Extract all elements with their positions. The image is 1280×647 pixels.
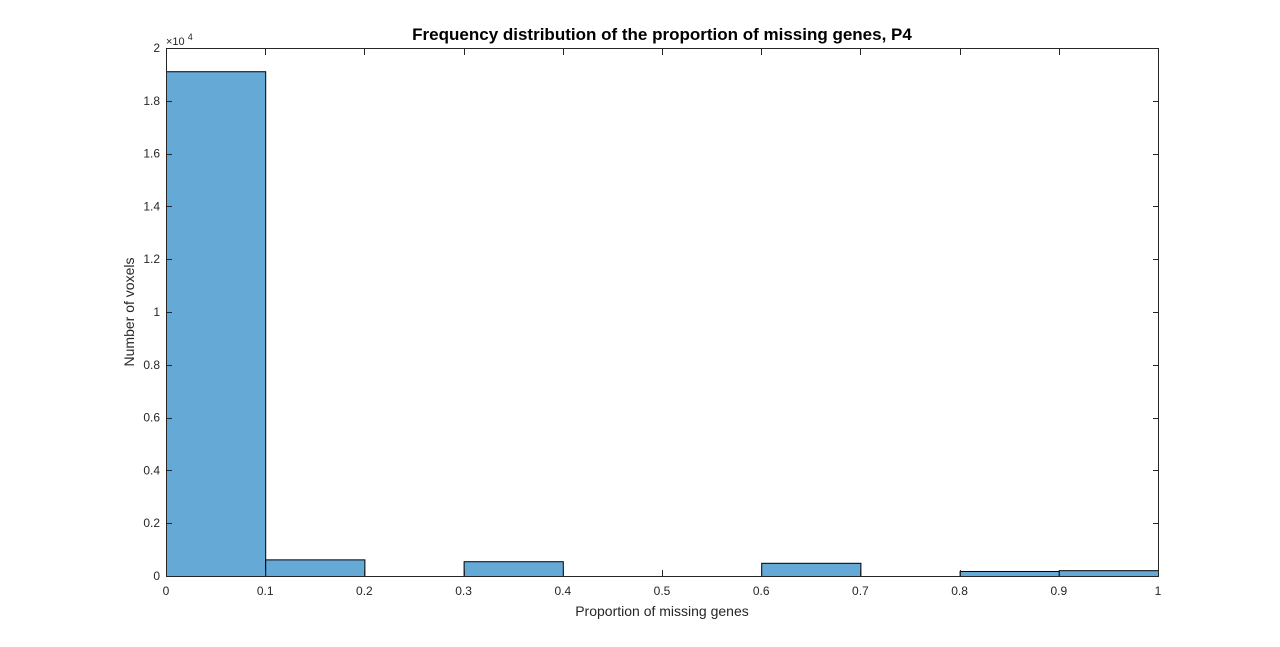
- y-axis-exponent-power: 4: [188, 32, 193, 42]
- x-axis-label: Proportion of missing genes: [575, 603, 749, 619]
- y-axis-exponent-base: ×10: [166, 36, 185, 48]
- bars-group: [166, 71, 1160, 578]
- x-tick-label: 0.9: [1050, 584, 1067, 598]
- histogram-bar: [463, 561, 564, 578]
- y-axis-exponent: ×10 4: [166, 32, 193, 48]
- x-tick-label: 0: [163, 584, 170, 598]
- y-tick-label: 1.6: [143, 147, 160, 161]
- x-tick-label: 1: [1155, 584, 1162, 598]
- y-tick-label: 0: [153, 569, 160, 583]
- x-tick-label: 0.3: [455, 584, 472, 598]
- y-tick-label: 0.4: [143, 463, 160, 477]
- x-tick-label: 0.8: [951, 584, 968, 598]
- y-tick-label: 1.4: [143, 199, 160, 213]
- x-tick-label: 0.6: [753, 584, 770, 598]
- y-tick-label: 1.8: [143, 94, 160, 108]
- histogram-bar: [959, 570, 1060, 578]
- y-tick-label: 0.8: [143, 358, 160, 372]
- y-axis-label: Number of voxels: [121, 258, 137, 367]
- histogram-bar: [1058, 570, 1160, 578]
- y-tick-label: 0.2: [143, 516, 160, 530]
- x-tick-label: 0.4: [554, 584, 571, 598]
- axes-background: [166, 48, 1158, 576]
- y-tick-label: 1.2: [143, 252, 160, 266]
- tick-labels-group: 0 0.1 0.2 0.3 0.4 0.5 0.6 0.7 0.8 0.9 1 0 0.2 0.4 0.6 0…: [143, 41, 1161, 598]
- x-tick-label: 0.7: [852, 584, 869, 598]
- y-tick-label: 2: [153, 41, 160, 55]
- histogram-bar: [166, 71, 267, 578]
- chart-title: Frequency distribution of the proportion…: [412, 25, 912, 44]
- x-tick-label: 0.1: [257, 584, 274, 598]
- ticks-group: [166, 48, 1159, 577]
- x-tick-label: 0.2: [356, 584, 373, 598]
- x-tick-label: 0.5: [654, 584, 671, 598]
- y-tick-label: 1: [153, 305, 160, 319]
- y-tick-label: 0.6: [143, 411, 160, 425]
- histogram-bar: [265, 559, 366, 577]
- histogram-bar: [761, 562, 862, 577]
